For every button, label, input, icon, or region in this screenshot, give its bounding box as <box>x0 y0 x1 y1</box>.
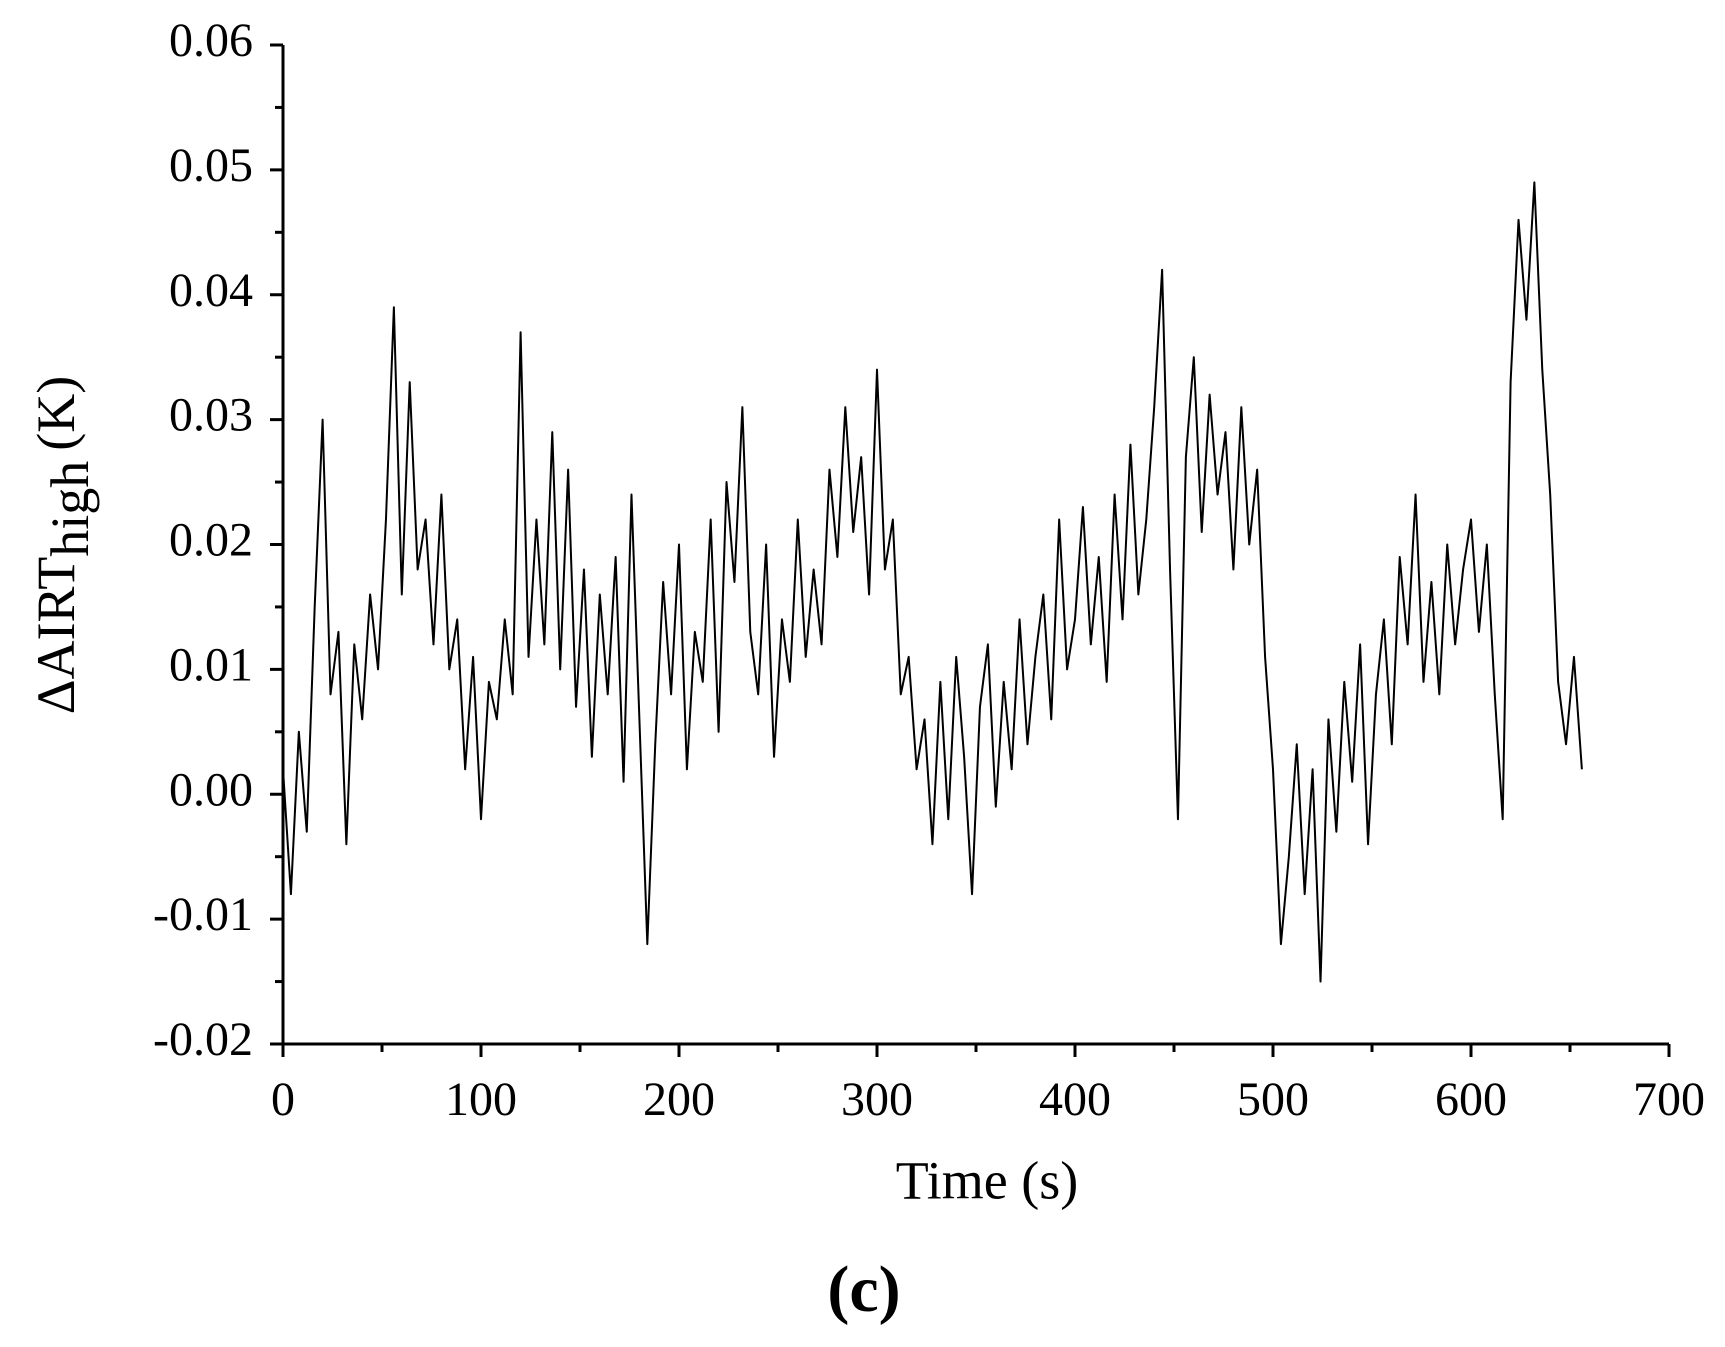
y-tick-label: 0.04 <box>169 264 253 317</box>
y-tick-label: 0.06 <box>169 14 253 67</box>
y-tick-label: 0.01 <box>169 638 253 691</box>
y-tick-label: 0.05 <box>169 139 253 192</box>
y-label-main: ΔAIRT <box>26 557 86 714</box>
x-tick-label: 700 <box>1633 1073 1705 1126</box>
x-axis-label: Time (s) <box>896 1150 1079 1210</box>
caption: (c) <box>827 1253 900 1326</box>
x-tick-label: 500 <box>1237 1073 1309 1126</box>
y-tick-label: -0.01 <box>153 888 253 941</box>
x-tick-label: 0 <box>271 1073 295 1126</box>
y-label-sub: high <box>40 461 100 557</box>
y-tick-label: 0.03 <box>169 389 253 442</box>
y-tick-label: 0.00 <box>169 763 253 816</box>
x-tick-label: 200 <box>643 1073 715 1126</box>
x-tick-label: 100 <box>445 1073 517 1126</box>
y-axis-label: ΔAIRThigh (K) <box>26 376 100 714</box>
y-tick-label: 0.02 <box>169 514 253 567</box>
y-tick-label: -0.02 <box>153 1013 253 1066</box>
x-tick-label: 300 <box>841 1073 913 1126</box>
x-tick-label: 400 <box>1039 1073 1111 1126</box>
y-label-unit: (K) <box>26 376 86 451</box>
data-line <box>282 181 1583 983</box>
x-tick-label: 600 <box>1435 1073 1507 1126</box>
